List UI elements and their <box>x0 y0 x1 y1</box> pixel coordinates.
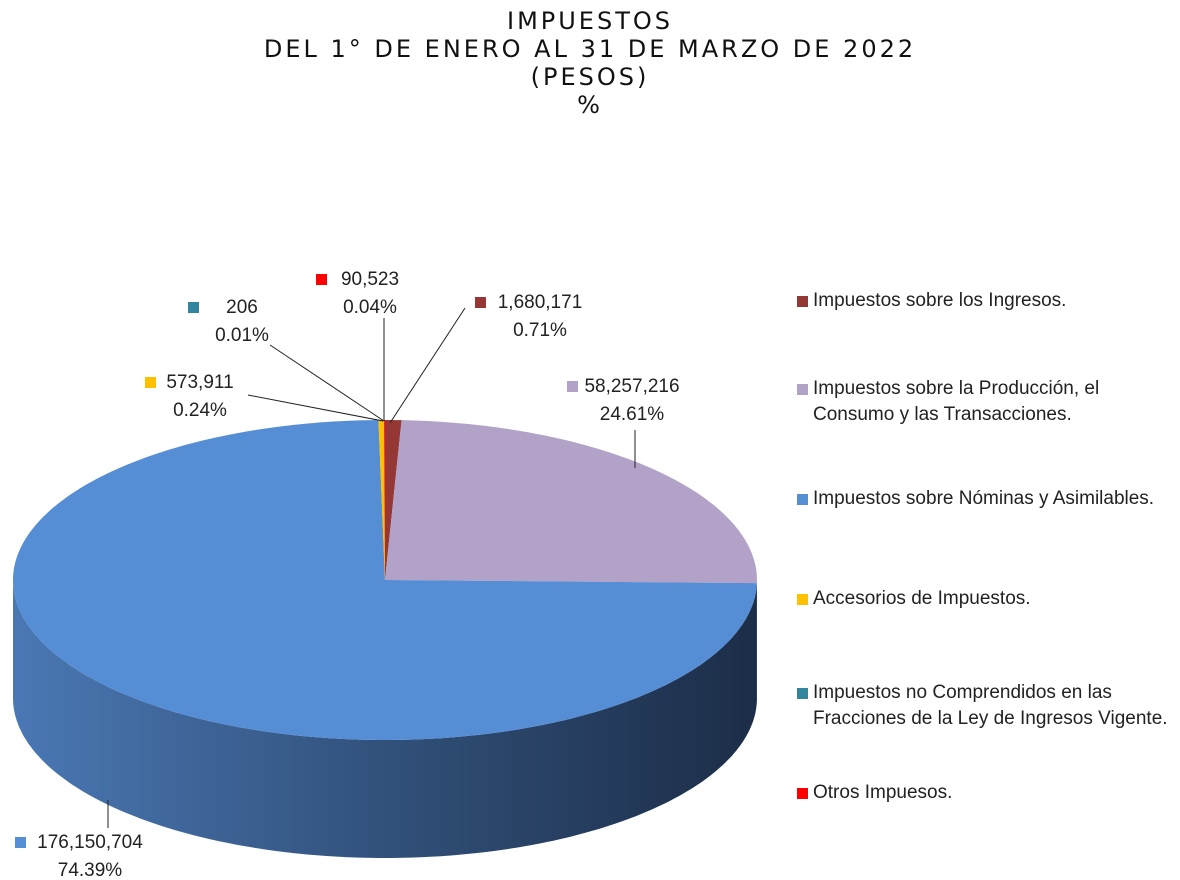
label-swatch <box>188 302 199 313</box>
slice <box>378 420 385 580</box>
legend-swatch <box>797 688 808 699</box>
label-swatch <box>316 274 327 285</box>
legend-item: Impuestos sobre la Producción, el Consum… <box>795 376 1180 428</box>
label-swatch <box>475 297 486 308</box>
percent-label: 0.04% <box>343 297 397 318</box>
legend-item: Impuestos sobre Nóminas y Asimilables. <box>795 486 1180 512</box>
value-label: 206 <box>226 297 258 318</box>
slice <box>385 420 402 580</box>
legend-label: Impuestos sobre los Ingresos. <box>813 290 1067 311</box>
value-label: 90,523 <box>341 269 399 290</box>
slice <box>13 420 757 740</box>
legend-item: Impuestos sobre los Ingresos. <box>795 288 1180 314</box>
legend-item: Accesorios de Impuestos. <box>795 586 1180 612</box>
value-label: 573,911 <box>166 372 233 393</box>
legend-swatch <box>797 384 808 395</box>
label-swatch <box>145 377 156 388</box>
chart-title: (PESOS) <box>531 63 650 91</box>
legend-swatch <box>797 788 808 799</box>
percent-label: 24.61% <box>600 404 665 425</box>
legend-swatch <box>797 594 808 605</box>
legend-label: Impuestos sobre Nóminas y Asimilables. <box>813 488 1155 509</box>
chart-title: IMPUESTOS <box>507 7 673 35</box>
label-swatch <box>567 381 578 392</box>
legend-label: Otros Impuesos. <box>813 782 953 803</box>
value-label: 176,150,704 <box>37 832 143 853</box>
chart-title: DEL 1° DE ENERO AL 31 DE MARZO DE 2022 <box>264 35 916 63</box>
legend-item: Impuestos no Comprendidos en las Fraccio… <box>795 680 1180 732</box>
percent-label: 0.01% <box>215 325 269 346</box>
percent-label: 0.71% <box>513 320 567 341</box>
leader-line <box>269 344 385 422</box>
value-label: 58,257,216 <box>584 376 679 397</box>
slice-side <box>13 580 757 858</box>
legend-label: Impuestos no Comprendidos en las Fraccio… <box>813 682 1168 729</box>
legend-label: Impuestos sobre la Producción, el Consum… <box>813 378 1100 425</box>
slice <box>385 420 757 584</box>
chart-title: % <box>577 91 603 119</box>
legend-item: Otros Impuesos. <box>795 780 1180 806</box>
slice <box>384 420 385 580</box>
slice <box>384 420 385 580</box>
percent-label: 74.39% <box>58 860 123 880</box>
leader-line <box>247 394 384 422</box>
leader-line <box>389 307 466 424</box>
legend-swatch <box>797 494 808 505</box>
percent-label: 0.24% <box>173 400 227 421</box>
label-swatch <box>15 837 26 848</box>
legend-swatch <box>797 296 808 307</box>
legend-label: Accesorios de Impuestos. <box>813 588 1031 609</box>
value-label: 1,680,171 <box>498 292 583 313</box>
